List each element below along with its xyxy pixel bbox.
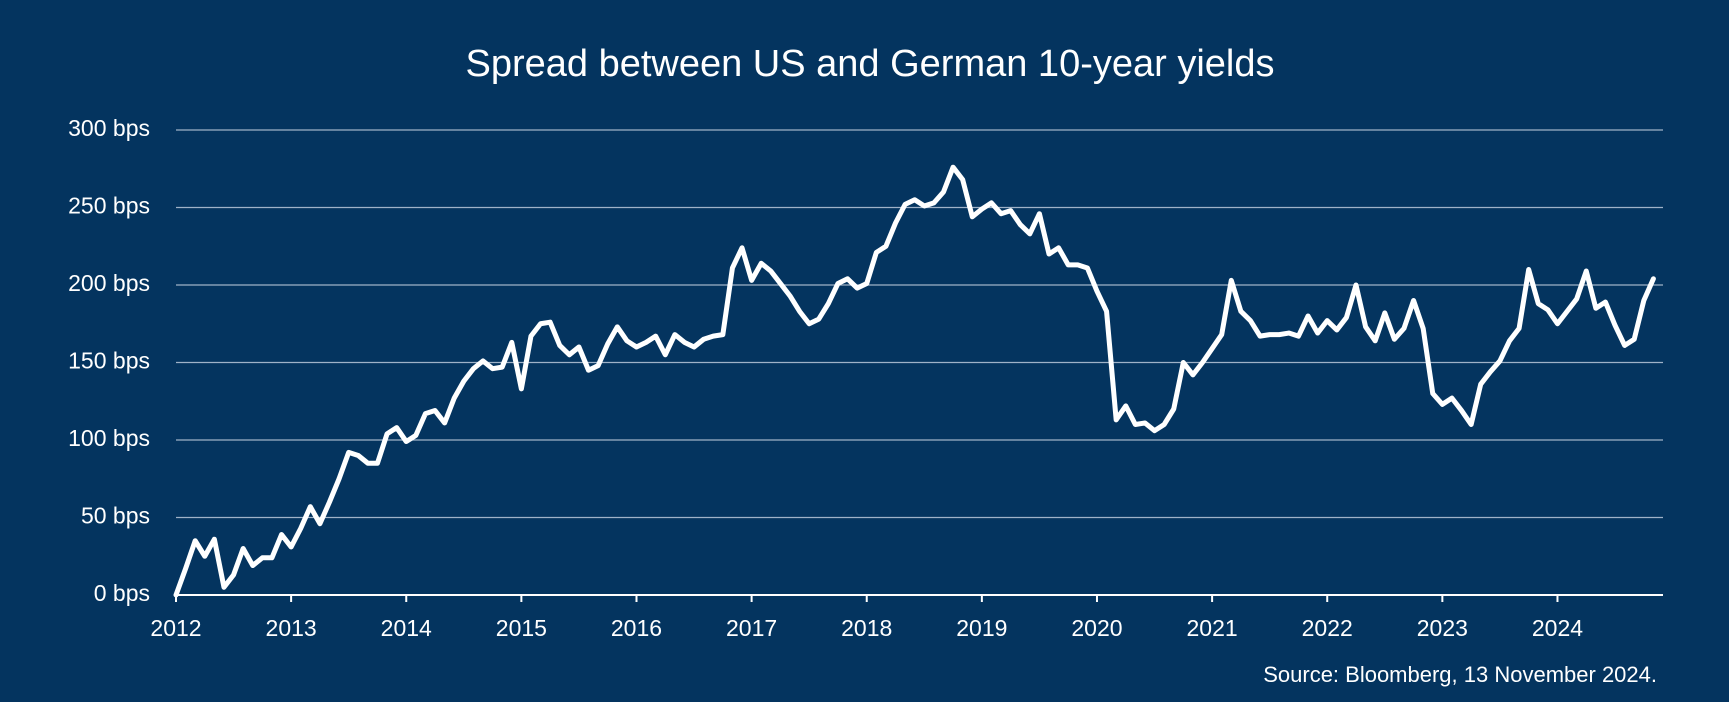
x-tick-label: 2017 bbox=[726, 615, 777, 641]
y-tick-label: 250 bps bbox=[68, 193, 150, 219]
chart-title: Spread between US and German 10-year yie… bbox=[465, 43, 1274, 85]
source-note: Source: Bloomberg, 13 November 2024. bbox=[1263, 662, 1657, 687]
y-tick-label: 100 bps bbox=[68, 425, 150, 451]
x-tick-label: 2013 bbox=[266, 615, 317, 641]
series-line bbox=[173, 164, 1656, 598]
x-tick-label: 2018 bbox=[841, 615, 892, 641]
x-tick-label: 2022 bbox=[1302, 615, 1353, 641]
y-tick-label: 50 bps bbox=[81, 503, 150, 529]
y-tick-label: 0 bps bbox=[94, 580, 150, 606]
y-tick-label: 200 bps bbox=[68, 270, 150, 296]
x-tick-label: 2016 bbox=[611, 615, 662, 641]
x-tick-label: 2023 bbox=[1417, 615, 1468, 641]
y-tick-label: 300 bps bbox=[68, 115, 150, 141]
x-tick-label: 2019 bbox=[956, 615, 1007, 641]
x-tick-label: 2021 bbox=[1187, 615, 1238, 641]
y-tick-label: 150 bps bbox=[68, 348, 150, 374]
x-tick-label: 2020 bbox=[1071, 615, 1122, 641]
x-tick-label: 2015 bbox=[496, 615, 547, 641]
x-tick-label: 2014 bbox=[381, 615, 432, 641]
x-tick-label: 2012 bbox=[150, 615, 201, 641]
x-tick-label: 2024 bbox=[1532, 615, 1583, 641]
